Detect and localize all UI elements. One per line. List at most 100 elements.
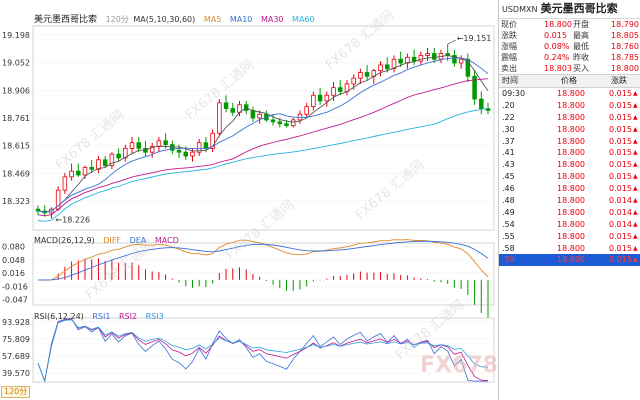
low-annotation: ←18.226 <box>55 216 90 225</box>
tick-row[interactable]: .43 18.800 0.015 ▲ <box>499 159 640 171</box>
quote-row: 现价 18.800 开盘 18.790 <box>499 19 640 30</box>
candle-body <box>257 113 262 119</box>
tick-row[interactable]: .20 18.800 0.015 ▲ <box>499 100 640 112</box>
period-selector[interactable]: 120分 <box>1 386 31 398</box>
tick-price: 18.800 <box>557 136 585 146</box>
up-arrow-icon: ▲ <box>633 137 638 145</box>
quote-value: 18.785 <box>611 53 639 62</box>
tick-row[interactable]: .45 18.800 0.015 ▲ <box>499 171 640 183</box>
tick-row[interactable]: .58 18.800 0.015 ▲ <box>499 243 640 255</box>
tick-time: .49 <box>502 207 515 217</box>
tick-price: 18.800 <box>557 124 585 134</box>
tick-row[interactable]: .30 18.800 0.015 ▲ <box>499 124 640 136</box>
tick-row[interactable]: .54 18.800 0.014 ▲ <box>499 219 640 231</box>
candle-body <box>452 55 457 64</box>
quote-row: 涨幅 0.08% 最低 18.760 <box>499 41 640 52</box>
quote-row: 涨跌 0.015 最高 18.805 <box>499 30 640 41</box>
candle-body <box>96 159 101 170</box>
high-annotation: ←19.151 <box>457 34 492 43</box>
candle-body <box>311 94 316 108</box>
quote-value: 18.800 <box>611 64 639 73</box>
tick-change: 0.015 <box>609 100 632 110</box>
candle-body <box>411 56 417 62</box>
candle-body <box>109 153 115 166</box>
candlestick-chart[interactable]: 19.198 19.052 18.906 18.761 18.615 18.469 18.3… <box>0 0 498 400</box>
candle-body <box>163 140 168 146</box>
ma5-line <box>37 54 489 213</box>
ma30-legend: MA30 <box>260 15 284 24</box>
ma-label: MA(5,10,30,60) <box>133 15 196 24</box>
price-tick-label: 19.198 <box>2 31 30 40</box>
tick-header-price: 价格 <box>561 76 577 85</box>
tick-time: .43 <box>502 160 515 170</box>
tick-price: 18.800 <box>557 160 585 170</box>
tick-row[interactable]: .48 18.800 0.014 ▲ <box>499 195 640 207</box>
tick-list-header: 时间 价格 涨跌 <box>499 74 640 88</box>
tick-time: .41 <box>502 148 515 158</box>
watermark: FX678 汇通网 <box>53 107 127 173</box>
candle-body <box>432 53 437 60</box>
tick-time: 09:30 <box>502 89 526 98</box>
tick-row[interactable]: .55 18.800 0.015 ▲ <box>499 231 640 243</box>
candle-body <box>284 123 289 127</box>
candle-body <box>149 146 155 153</box>
tick-time: .54 <box>502 219 515 229</box>
watermark: FX678 汇通网 <box>83 237 157 303</box>
tick-change: 0.015 <box>609 136 632 146</box>
candle-body <box>324 94 330 102</box>
candle-body <box>479 98 484 109</box>
candle-body <box>203 142 209 149</box>
macd-label: MACD(26,12,9) <box>34 236 95 245</box>
tick-price: 18.800 <box>557 184 585 194</box>
candle-body <box>351 77 356 85</box>
candle-body <box>156 140 162 147</box>
up-arrow-icon: ▲ <box>633 149 638 157</box>
candle-body <box>123 147 128 159</box>
tick-list[interactable]: 09:30 18.800 0.015 ▲ .20 18.800 0.015 ▲ .22 18.80… <box>499 88 640 267</box>
tick-row[interactable]: .49 18.800 0.014 ▲ <box>499 207 640 219</box>
candle-body <box>418 55 424 62</box>
candle-body <box>398 58 403 64</box>
up-arrow-icon: ▲ <box>633 208 638 216</box>
up-arrow-icon: ▲ <box>633 244 638 252</box>
rsi-label: RSI(6,12,24) <box>34 312 84 321</box>
tick-time: .22 <box>502 112 515 122</box>
tick-time: .30 <box>502 124 515 134</box>
tick-change: 0.015 <box>609 148 632 158</box>
watermark-logo: FX678 汇通网 <box>420 353 498 378</box>
watermark: FX678 汇通网 <box>323 7 397 73</box>
quote-value: 18.790 <box>611 20 639 29</box>
tick-price: 18.800 <box>557 100 585 110</box>
tick-row[interactable]: .59 18.800 0.015 ▲ <box>499 254 640 267</box>
quote-label: 震幅 <box>501 53 517 62</box>
quote-value: 0.24% <box>544 53 570 62</box>
rsi-tick-label: 93.928 <box>2 318 30 327</box>
tick-row[interactable]: .37 18.800 0.015 ▲ <box>499 136 640 148</box>
up-arrow-icon: ▲ <box>633 90 638 97</box>
tick-row[interactable]: .41 18.800 0.015 ▲ <box>499 147 640 159</box>
quote-label: 开盘 <box>573 20 589 29</box>
dea-legend: DEA <box>129 236 147 245</box>
price-panel-frame <box>32 25 495 231</box>
up-arrow-icon: ▲ <box>633 113 638 121</box>
chart-area[interactable]: 19.198 19.052 18.906 18.761 18.615 18.469 18.3… <box>0 0 498 400</box>
diff-legend: DIFF <box>103 236 122 245</box>
tick-row[interactable]: .46 18.800 0.015 ▲ <box>499 183 640 195</box>
tick-row[interactable]: 09:30 18.800 0.015 ▲ <box>499 88 640 100</box>
quote-label: 涨幅 <box>501 42 517 51</box>
candle-body <box>304 106 309 115</box>
candle-body <box>116 153 121 159</box>
macd-tick-label: 0.080 <box>2 242 25 251</box>
candle-body <box>176 149 182 153</box>
macd-tick-label: 0.016 <box>2 269 25 278</box>
price-tick-label: 18.906 <box>2 86 30 95</box>
macd-tick-label: -0.016 <box>2 283 28 292</box>
tick-change: 0.015 <box>609 124 632 134</box>
up-arrow-icon: ▲ <box>633 232 638 240</box>
rsi2-legend: RSI2 <box>118 312 138 321</box>
tick-time: .46 <box>502 184 515 194</box>
candle-body <box>378 64 383 71</box>
rsi-tick-label: 57.689 <box>2 352 30 361</box>
tick-row[interactable]: .22 18.800 0.015 ▲ <box>499 112 640 124</box>
chart-title-legend: 美元墨西哥比索 120分 MA(5,10,30,60) MA5 MA10 MA3… <box>34 12 321 25</box>
